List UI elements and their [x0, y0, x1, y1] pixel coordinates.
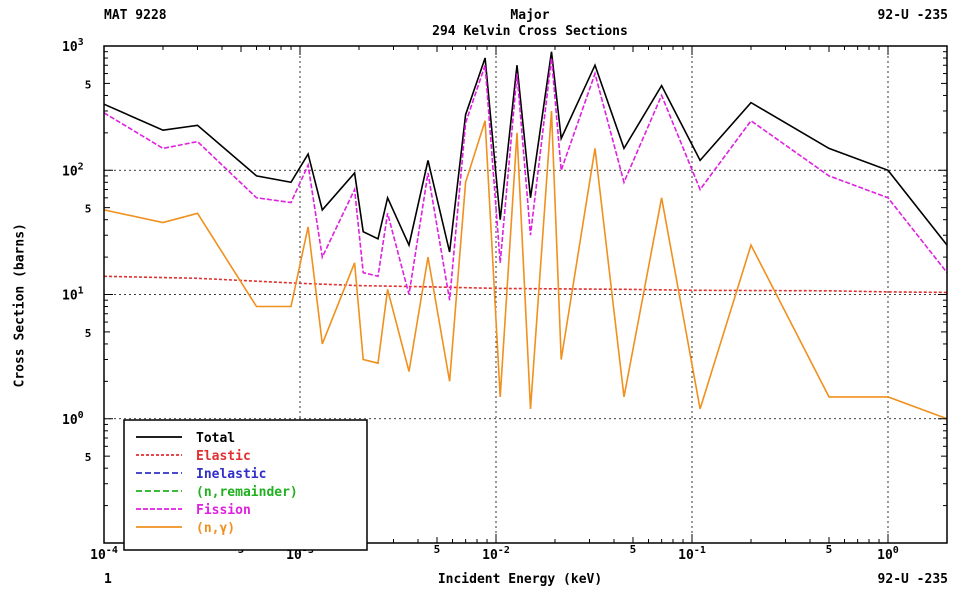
series-line-total	[103, 51, 948, 253]
series-line-fission	[103, 57, 948, 301]
y-tick-label: 103	[62, 37, 84, 55]
x-tick-label: 10-4	[90, 545, 118, 563]
y-tick-label: 5	[85, 78, 92, 91]
y-tick-label: 101	[62, 286, 84, 304]
series-line-elastic	[103, 275, 948, 294]
y-axis-label: Cross Section (barns)	[12, 223, 28, 388]
legend: Total Elastic Inelastic (n,remainder) Fissio…	[123, 419, 368, 551]
header-center-line1: Major	[510, 8, 550, 23]
x-axis-label: Incident Energy (keV)	[437, 572, 603, 587]
legend-label: (n,remainder)	[196, 485, 298, 500]
footer-left: 1	[104, 572, 112, 587]
x-tick-label: 10-2	[482, 545, 510, 563]
y-tick-label: 5	[85, 451, 92, 464]
legend-box	[123, 419, 368, 551]
legend-label: (n,γ)	[196, 521, 235, 536]
x-tick-label: 10-1	[678, 545, 706, 563]
legend-label: Fission	[196, 503, 251, 518]
x-tick-label: 100	[877, 545, 899, 563]
chart-title: 294 Kelvin Cross Sections	[432, 24, 628, 39]
y-tick-label: 5	[85, 203, 92, 216]
series-line-n	[103, 110, 948, 420]
header-left: MAT 9228	[104, 8, 167, 23]
y-tick-label: 102	[62, 161, 84, 179]
y-tick-label: 100	[62, 410, 84, 428]
footer-right: 92-U -235	[877, 572, 948, 587]
legend-label: Elastic	[196, 449, 251, 464]
header-right: 92-U -235	[877, 8, 948, 23]
legend-label: Inelastic	[196, 467, 266, 482]
x-tick-label: 5	[630, 543, 637, 556]
series-layer	[103, 51, 948, 420]
y-tick-label: 5	[85, 327, 92, 340]
x-tick-label: 5	[434, 543, 441, 556]
x-tick-label: 5	[826, 543, 833, 556]
legend-label: Total	[196, 431, 235, 446]
